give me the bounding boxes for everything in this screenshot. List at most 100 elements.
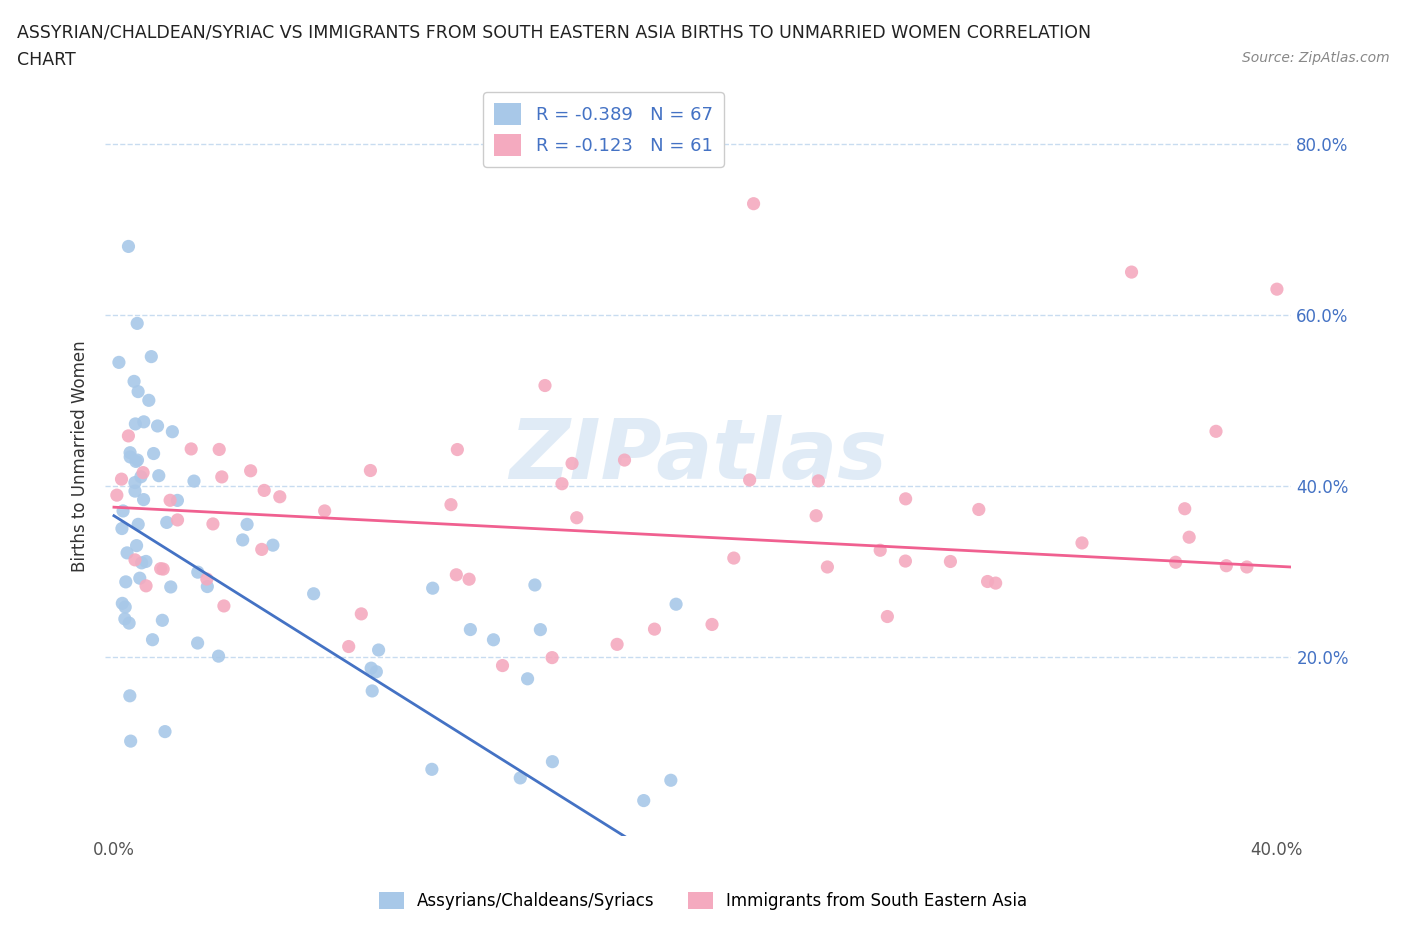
Point [118,616,141,631]
Point [659,773,682,788]
Point [152,562,174,577]
Point [262,538,284,552]
Point [141,632,163,647]
Point [112,503,135,518]
Point [132,415,155,430]
Point [142,446,165,461]
Point [253,483,276,498]
Legend: Assyrians/Chaldeans/Syriacs, Immigrants from South Eastern Asia: Assyrians/Chaldeans/Syriacs, Immigrants … [373,885,1033,917]
Point [984,576,1007,591]
Point [939,554,962,569]
Point [211,470,233,485]
Point [156,515,179,530]
Point [105,487,128,502]
Point [360,660,382,675]
Point [359,463,381,478]
Point [201,516,224,531]
Text: Source: ZipAtlas.com: Source: ZipAtlas.com [1241,51,1389,65]
Point [446,567,468,582]
Point [1121,265,1143,280]
Point [509,770,531,785]
Point [565,511,588,525]
Point [135,554,157,569]
Point [551,476,574,491]
Point [1164,555,1187,570]
Point [723,551,745,565]
Point [742,196,765,211]
Point [366,664,388,679]
Point [1205,424,1227,439]
Point [125,454,148,469]
Point [124,552,146,567]
Point [115,545,138,560]
Point [187,635,209,650]
Point [269,489,291,504]
Point [180,442,202,457]
Point [541,754,564,769]
Point [212,599,235,614]
Point [1174,501,1197,516]
Point [132,492,155,507]
Point [187,565,209,579]
Point [738,472,761,487]
Point [124,484,146,498]
Point [108,355,131,370]
Point [250,542,273,557]
Point [120,449,142,464]
Point [561,456,583,471]
Point [541,650,564,665]
Point [120,734,142,749]
Point [122,374,145,389]
Legend: R = -0.389   N = 67, R = -0.123   N = 61: R = -0.389 N = 67, R = -0.123 N = 61 [484,92,724,166]
Point [804,509,827,524]
Point [633,793,655,808]
Point [127,453,149,468]
Point [665,597,688,612]
Point [482,632,505,647]
Point [138,392,160,407]
Point [1215,558,1237,573]
Point [127,316,149,331]
Point [153,724,176,739]
Point [491,658,513,673]
Point [361,684,384,698]
Point [894,553,917,568]
Point [132,465,155,480]
Point [367,643,389,658]
Point [422,580,444,595]
Point [166,512,188,527]
Point [606,637,628,652]
Point [135,578,157,593]
Point [700,617,723,631]
Point [111,521,134,536]
Point [460,622,482,637]
Point [232,533,254,548]
Point [195,579,218,594]
Point [894,491,917,506]
Point [120,445,142,460]
Point [1265,282,1288,297]
Point [150,613,173,628]
Point [149,561,172,576]
Point [159,579,181,594]
Point [516,671,538,686]
Y-axis label: Births to Unmarried Women: Births to Unmarried Women [72,340,89,572]
Point [124,417,146,432]
Point [446,442,468,457]
Point [613,453,636,468]
Text: CHART: CHART [17,51,76,69]
Point [529,622,551,637]
Point [162,424,184,439]
Point [114,611,136,626]
Point [129,470,152,485]
Point [141,349,163,364]
Point [350,606,373,621]
Point [207,649,229,664]
Point [117,239,139,254]
Point [131,555,153,570]
Point [314,503,336,518]
Point [208,442,231,457]
Point [159,493,181,508]
Point [110,472,132,486]
Point [420,762,443,777]
